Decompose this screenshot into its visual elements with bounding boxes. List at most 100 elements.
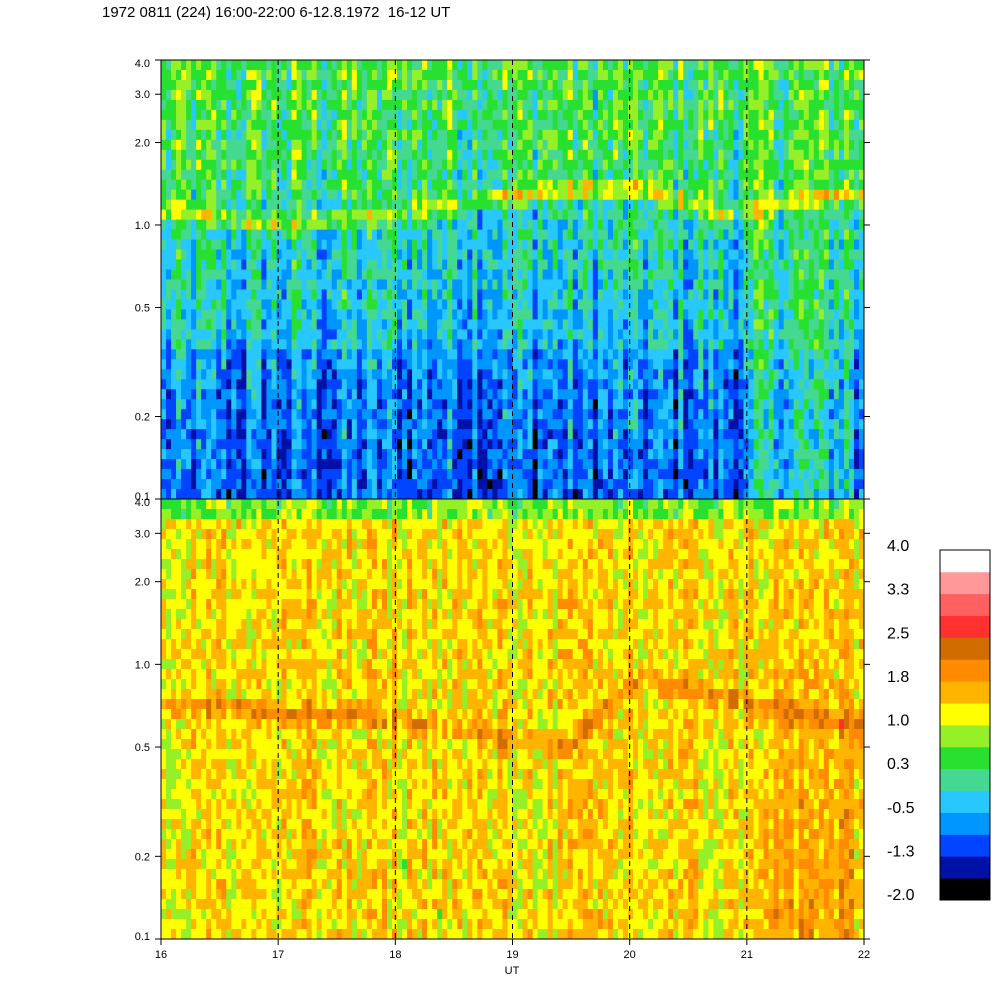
heatmap-cell [281, 149, 288, 161]
heatmap-cell [256, 209, 263, 221]
heatmap-cell [708, 289, 714, 301]
heatmap-cell [582, 379, 589, 390]
heatmap-cell [633, 449, 639, 460]
heatmap-cell [492, 489, 499, 499]
heatmap-cell [537, 79, 544, 91]
heatmap-cell [547, 409, 554, 420]
heatmap-cell [241, 299, 247, 311]
heatmap-cell [527, 489, 534, 499]
heatmap-cell [376, 309, 383, 321]
heatmap-cell [371, 239, 378, 251]
heatmap-cell [412, 399, 418, 410]
heatmap-cell [708, 399, 714, 410]
heatmap-cell [638, 359, 644, 370]
heatmap-cell [683, 289, 689, 301]
heatmap-cell [693, 259, 699, 271]
heatmap-cell [427, 269, 433, 281]
heatmap-cell [542, 169, 549, 181]
heatmap-cell [326, 269, 333, 281]
heatmap-cell [161, 139, 167, 151]
heatmap-cell [663, 309, 669, 321]
heatmap-cell [537, 309, 544, 321]
heatmap-cell [361, 359, 368, 370]
heatmap-cell [366, 259, 373, 271]
heatmap-cell [306, 469, 313, 480]
heatmap-cell [597, 459, 604, 470]
heatmap-cell [507, 359, 514, 370]
heatmap-cell [723, 269, 730, 281]
heatmap-cell [291, 129, 298, 141]
heatmap-cell [211, 119, 217, 131]
heatmap-cell [226, 439, 232, 450]
heatmap-cell [542, 279, 549, 291]
heatmap-cell [397, 389, 403, 400]
heatmap-cell [346, 129, 353, 141]
heatmap-cell [326, 429, 333, 440]
heatmap-cell [351, 339, 358, 350]
heatmap-cell [191, 129, 197, 141]
heatmap-cell [381, 489, 388, 499]
heatmap-cell [673, 389, 679, 400]
heatmap-cell [567, 199, 574, 211]
heatmap-cell [241, 289, 247, 301]
heatmap-cell [683, 159, 689, 171]
heatmap-cell [306, 209, 313, 221]
heatmap-cell [507, 179, 514, 191]
heatmap-cell [301, 119, 308, 131]
heatmap-cell [442, 209, 448, 221]
heatmap-cell [316, 329, 323, 340]
heatmap-cell [607, 349, 614, 360]
heatmap-cell [482, 239, 488, 251]
heatmap-cell [407, 449, 413, 460]
heatmap-cell [602, 269, 609, 281]
heatmap-cell [477, 309, 483, 321]
heatmap-cell [622, 369, 629, 380]
heatmap-cell [527, 399, 534, 410]
heatmap-cell [532, 369, 539, 380]
heatmap-cell [266, 119, 273, 131]
heatmap-cell [683, 429, 689, 440]
heatmap-cell [166, 60, 172, 71]
heatmap-cell [196, 469, 202, 480]
heatmap-cell [261, 129, 268, 141]
heatmap-cell [241, 279, 247, 291]
heatmap-cell [166, 409, 172, 420]
heatmap-cell [698, 219, 704, 231]
heatmap-cell [688, 89, 694, 101]
heatmap-cell [181, 399, 187, 410]
heatmap-cell [602, 309, 609, 321]
heatmap-cell [231, 419, 237, 430]
heatmap-cell [537, 359, 544, 370]
heatmap-cell [407, 489, 413, 499]
heatmap-cell [296, 379, 303, 390]
heatmap-cell [171, 69, 177, 81]
heatmap-cell [361, 319, 368, 330]
heatmap-cell [336, 119, 343, 131]
heatmap-cell [361, 99, 368, 111]
heatmap-cell [296, 299, 303, 311]
heatmap-cell [678, 389, 684, 400]
heatmap-cell [577, 459, 584, 470]
heatmap-cell [226, 379, 232, 390]
heatmap-cell [698, 169, 704, 181]
heatmap-cell [477, 179, 483, 191]
heatmap-cell [376, 99, 383, 111]
heatmap-cell [728, 269, 735, 281]
heatmap-cell [381, 89, 388, 101]
heatmap-cell [231, 159, 237, 171]
heatmap-cell [602, 189, 609, 201]
heatmap-cell [457, 389, 463, 400]
heatmap-cell [683, 69, 689, 81]
heatmap-cell [592, 299, 599, 311]
heatmap-cell [407, 179, 413, 191]
heatmap-cell [572, 249, 579, 261]
heatmap-cell [607, 289, 614, 301]
heatmap-cell [316, 60, 323, 71]
heatmap-cell [236, 459, 242, 470]
heatmap-cell [311, 259, 318, 271]
heatmap-cell [397, 229, 403, 241]
heatmap-cell [492, 449, 499, 460]
heatmap-cell [678, 409, 684, 420]
heatmap-cell [447, 469, 453, 480]
heatmap-cell [708, 149, 714, 161]
